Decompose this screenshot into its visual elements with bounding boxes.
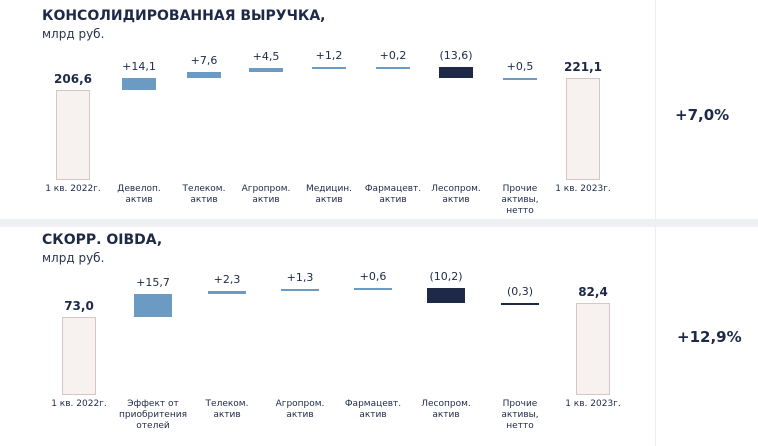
value-label: +0,6 <box>359 270 387 284</box>
value-label: +0,2 <box>379 48 407 62</box>
x-tick-label: Прочие активы, нетто <box>501 184 539 216</box>
value-label: (13,6) <box>439 48 473 62</box>
value-label: +4,5 <box>252 50 280 64</box>
bar <box>281 288 319 291</box>
bar <box>208 290 246 295</box>
x-tick-label: Девелоп. актив <box>117 184 161 205</box>
value-label: +0,5 <box>506 59 534 73</box>
value-label: +1,3 <box>286 270 314 284</box>
value-label: (10,2) <box>429 270 463 284</box>
side-divider <box>655 0 656 446</box>
separator <box>0 219 758 227</box>
chart-title: СКОРР. OIBDA, <box>42 232 163 248</box>
annotation: +7,0% <box>675 106 730 124</box>
x-tick-label: Агропром. актив <box>241 184 291 205</box>
bar <box>376 66 410 69</box>
x-tick-label: Телеком. актив <box>205 399 249 420</box>
bar <box>566 77 600 180</box>
bar <box>427 288 465 304</box>
value-label: +15,7 <box>136 276 170 290</box>
x-tick-label: 1 кв. 2023г. <box>555 184 611 194</box>
bar <box>501 303 539 306</box>
value-label: 73,0 <box>64 299 94 314</box>
value-label: 206,6 <box>54 72 92 87</box>
bar <box>576 303 610 395</box>
annotation: +12,9% <box>677 328 742 346</box>
x-tick-label: Лесопром. актив <box>431 184 481 205</box>
x-tick-label: Медицин. актив <box>305 184 353 205</box>
x-tick-label: 1 кв. 2022г. <box>45 184 101 194</box>
x-tick-label: 1 кв. 2023г. <box>565 399 621 409</box>
bar <box>187 71 221 79</box>
value-label: +14,1 <box>122 60 156 74</box>
x-tick-label: Телеком. актив <box>182 184 226 205</box>
bar <box>354 288 392 291</box>
value-label: +7,6 <box>190 53 218 67</box>
x-tick-label: Фармацевт. актив <box>344 399 402 420</box>
x-tick-label: Агропром. актив <box>275 399 325 420</box>
x-tick-label: Фармацевт. актив <box>364 184 422 205</box>
x-tick-label: 1 кв. 2022г. <box>51 399 107 409</box>
x-tick-label: Лесопром. актив <box>421 399 471 420</box>
chart-subtitle: млрд руб. <box>42 251 105 265</box>
value-label: +2,3 <box>213 272 241 286</box>
bar <box>62 317 96 395</box>
bar <box>249 68 283 72</box>
value-label: 221,1 <box>564 59 602 74</box>
chart-title: КОНСОЛИДИРОВАННАЯ ВЫРУЧКА, <box>42 8 326 24</box>
value-label: +1,2 <box>315 49 343 63</box>
bar <box>503 77 537 80</box>
bar <box>56 90 90 180</box>
x-tick-label: Прочие активы, нетто <box>501 399 539 431</box>
bar <box>122 78 156 91</box>
x-tick-label: Эффект от приобритения отелей <box>119 399 187 431</box>
value-label: 82,4 <box>578 285 608 300</box>
value-label: (0,3) <box>506 285 534 299</box>
chart-subtitle: млрд руб. <box>42 27 105 41</box>
bar <box>439 66 473 79</box>
bar <box>134 294 172 318</box>
bar <box>312 67 346 70</box>
